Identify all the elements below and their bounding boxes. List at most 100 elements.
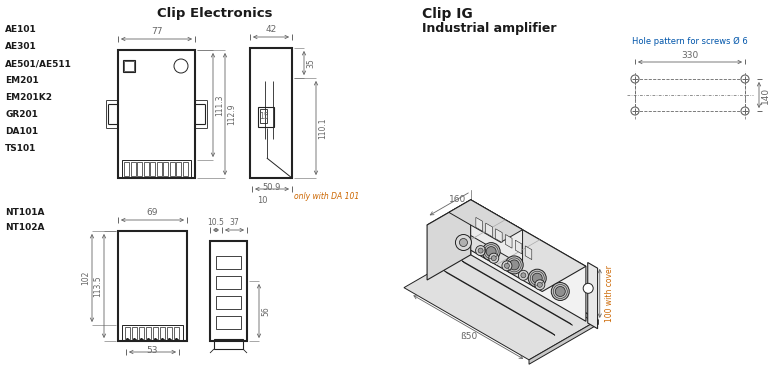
Text: 10.5: 10.5 [207, 218, 225, 227]
Bar [146, 327, 151, 339]
Text: 56: 56 [261, 306, 270, 316]
Bar [167, 327, 172, 339]
Circle shape [529, 269, 547, 287]
Bar [174, 327, 179, 339]
Bar [260, 109, 267, 123]
Polygon shape [485, 223, 493, 237]
Bar [216, 296, 241, 309]
Text: DA101: DA101 [5, 127, 38, 136]
Text: 160: 160 [449, 195, 466, 204]
Circle shape [168, 338, 171, 341]
Circle shape [478, 248, 483, 253]
Bar [143, 162, 149, 176]
Circle shape [537, 282, 543, 287]
Circle shape [518, 270, 529, 280]
Circle shape [140, 338, 143, 341]
Circle shape [456, 234, 471, 250]
Text: AE101: AE101 [5, 25, 37, 34]
Text: 15: 15 [259, 111, 269, 121]
Bar [122, 325, 183, 341]
Circle shape [147, 338, 150, 341]
Polygon shape [471, 200, 586, 321]
Circle shape [509, 260, 519, 270]
Text: NT101A: NT101A [5, 208, 45, 217]
Bar [210, 241, 247, 341]
Bar [122, 160, 191, 178]
Polygon shape [496, 229, 502, 242]
Polygon shape [476, 218, 482, 231]
Polygon shape [404, 248, 598, 360]
Text: AE301: AE301 [5, 42, 37, 51]
Text: 69: 69 [146, 208, 158, 217]
Circle shape [502, 261, 512, 271]
Text: 113.5: 113.5 [93, 275, 102, 297]
Polygon shape [525, 246, 532, 260]
Circle shape [126, 338, 129, 341]
Bar [214, 339, 243, 349]
Circle shape [741, 107, 749, 115]
Bar [250, 48, 292, 178]
Text: Clip IG: Clip IG [422, 7, 473, 21]
Polygon shape [529, 320, 598, 364]
Bar [157, 162, 161, 176]
Circle shape [504, 263, 510, 268]
Text: only with DA 101: only with DA 101 [294, 192, 359, 201]
Text: 77: 77 [151, 27, 162, 36]
Circle shape [521, 273, 526, 278]
Text: 50.9: 50.9 [263, 183, 281, 192]
Circle shape [491, 256, 496, 261]
Text: GR201: GR201 [5, 110, 38, 119]
Circle shape [741, 75, 749, 83]
Circle shape [505, 256, 523, 274]
Text: ß50: ß50 [460, 332, 477, 341]
Circle shape [631, 75, 639, 83]
Bar [216, 256, 241, 269]
Text: 111.3: 111.3 [215, 94, 224, 116]
Bar [124, 162, 129, 176]
Polygon shape [449, 200, 522, 242]
Text: 42: 42 [265, 25, 276, 34]
Polygon shape [588, 262, 597, 329]
Bar [118, 231, 187, 341]
Bar [153, 327, 158, 339]
Polygon shape [444, 271, 555, 336]
Circle shape [175, 338, 178, 341]
Text: 140: 140 [761, 87, 770, 103]
Bar [176, 162, 181, 176]
Circle shape [551, 283, 569, 301]
Text: Clip Electronics: Clip Electronics [157, 7, 272, 20]
Circle shape [133, 338, 136, 341]
Circle shape [475, 246, 485, 255]
Text: EM201K2: EM201K2 [5, 93, 52, 102]
Circle shape [631, 107, 639, 115]
Bar [216, 316, 241, 329]
Bar [118, 50, 195, 178]
Text: AE501/AE511: AE501/AE511 [5, 59, 72, 68]
Polygon shape [506, 234, 512, 248]
Bar [150, 162, 155, 176]
Circle shape [460, 239, 467, 247]
Circle shape [535, 280, 545, 290]
Text: 10: 10 [258, 196, 268, 205]
Polygon shape [515, 240, 522, 254]
Circle shape [583, 283, 594, 293]
Circle shape [486, 247, 496, 257]
Text: 102: 102 [81, 271, 90, 285]
Text: 330: 330 [681, 51, 698, 60]
Polygon shape [427, 200, 586, 291]
Bar [131, 162, 135, 176]
Text: 112.9: 112.9 [227, 103, 236, 125]
Bar [124, 61, 134, 71]
Circle shape [482, 242, 500, 260]
Bar [169, 162, 175, 176]
Polygon shape [471, 200, 522, 265]
Text: Industrial amplifier: Industrial amplifier [422, 22, 557, 35]
Text: TS101: TS101 [5, 144, 36, 153]
Text: EM201: EM201 [5, 76, 38, 85]
Circle shape [532, 273, 543, 283]
Text: 53: 53 [146, 346, 158, 355]
Text: 100 with cover: 100 with cover [604, 265, 614, 322]
Text: NT102A: NT102A [5, 223, 45, 232]
Text: 37: 37 [229, 218, 240, 227]
Circle shape [489, 253, 499, 263]
